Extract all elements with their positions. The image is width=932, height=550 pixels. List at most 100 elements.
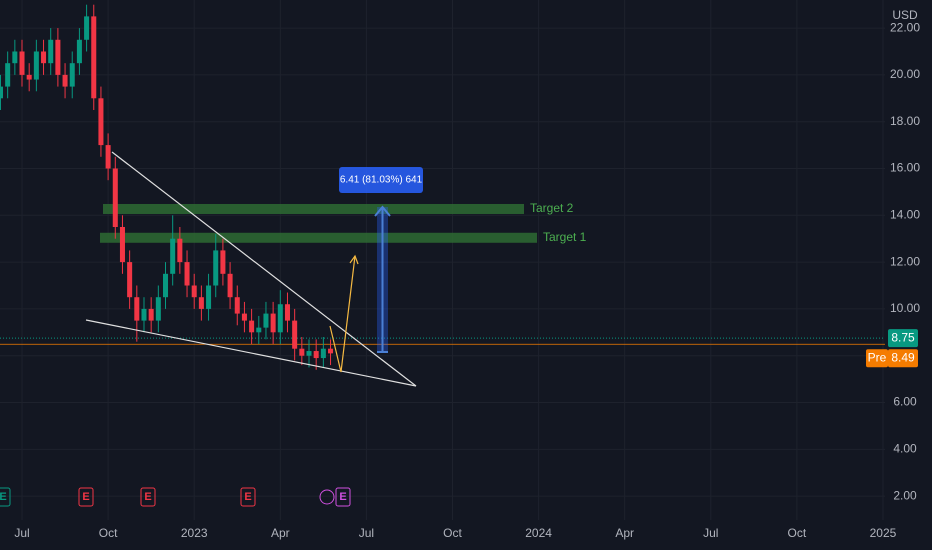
candle-body bbox=[170, 238, 176, 274]
x-tick-label: 2024 bbox=[525, 526, 552, 540]
event-icon bbox=[240, 487, 256, 507]
candle-body bbox=[141, 308, 147, 321]
x-tick-label: Apr bbox=[271, 526, 290, 540]
x-tick-label: Oct bbox=[99, 526, 118, 540]
candle-body bbox=[263, 313, 269, 328]
candle-body bbox=[148, 308, 154, 321]
last-price-tag bbox=[888, 329, 918, 348]
candle-body bbox=[98, 98, 104, 146]
candle-body bbox=[91, 16, 97, 99]
candle-body bbox=[234, 297, 240, 314]
candle-body bbox=[241, 313, 247, 321]
candle-body bbox=[320, 348, 326, 359]
target-zone bbox=[103, 203, 524, 214]
candle-body bbox=[184, 262, 190, 286]
candle-body bbox=[306, 351, 312, 356]
axis-bg bbox=[885, 0, 932, 550]
candle-body bbox=[76, 39, 82, 64]
candle-body bbox=[105, 145, 111, 169]
pre-tag bbox=[866, 349, 888, 368]
target-label: Target 2 bbox=[530, 201, 574, 215]
event: E bbox=[144, 491, 151, 503]
y-tick-label: 10.00 bbox=[890, 301, 920, 315]
pre-price: 8.49 bbox=[891, 350, 915, 364]
candle-body bbox=[19, 51, 25, 75]
event: E bbox=[244, 491, 251, 503]
candle-body bbox=[12, 51, 18, 64]
target-label: Target 1 bbox=[543, 230, 587, 244]
projection-head bbox=[349, 254, 359, 265]
measure-head bbox=[374, 205, 391, 217]
x-tick-label: Apr bbox=[615, 526, 634, 540]
candle-body bbox=[177, 238, 183, 263]
measure-label: 6.41 (81.03%) 641 bbox=[340, 175, 423, 186]
x-tick-label: Oct bbox=[443, 526, 462, 540]
x-tick-label: Jul bbox=[359, 526, 374, 540]
event: E bbox=[82, 491, 89, 503]
zones: Target 2 Target 1 bbox=[0, 201, 885, 345]
pre-label: Pre bbox=[868, 350, 887, 364]
currency: USD bbox=[892, 8, 918, 22]
x-tick-label: 2025 bbox=[870, 526, 897, 540]
target-zone bbox=[100, 232, 537, 243]
candle-body bbox=[313, 351, 319, 359]
candle-body bbox=[41, 51, 47, 64]
candle-body bbox=[249, 320, 255, 333]
candle-body bbox=[206, 285, 212, 309]
event-icon bbox=[0, 487, 11, 507]
event: E bbox=[0, 491, 7, 503]
measure-label-box bbox=[339, 167, 423, 193]
y-axis: 2.004.006.008.0010.0012.0014.0016.0018.0… bbox=[14, 20, 920, 540]
y-tick-label: 16.00 bbox=[890, 161, 920, 175]
candle-body bbox=[84, 16, 90, 40]
x-tick-label: Jul bbox=[14, 526, 29, 540]
candle-body bbox=[134, 297, 140, 321]
event: E bbox=[339, 491, 346, 503]
y-tick-label: 12.00 bbox=[890, 254, 920, 268]
y-tick-label: 6.00 bbox=[893, 395, 917, 409]
candle-body bbox=[191, 285, 197, 298]
candle-body bbox=[220, 250, 226, 274]
pre-price-tag bbox=[888, 349, 918, 368]
candle-body bbox=[55, 39, 61, 75]
candle-body bbox=[155, 297, 161, 321]
event-icon bbox=[78, 487, 94, 507]
y-tick-label: 14.00 bbox=[890, 207, 920, 221]
trend-line bbox=[111, 151, 417, 387]
x-tick-label: Jul bbox=[703, 526, 718, 540]
candle-body bbox=[26, 74, 32, 80]
trend-line bbox=[85, 319, 417, 387]
event-icon bbox=[335, 487, 351, 507]
candle-body bbox=[284, 304, 290, 321]
candles bbox=[0, 4, 334, 370]
projection bbox=[329, 255, 356, 373]
candle-body bbox=[5, 63, 11, 87]
candle-body bbox=[162, 273, 169, 298]
x-tick-label: Oct bbox=[788, 526, 807, 540]
candle-body bbox=[69, 63, 75, 87]
y-tick-label: 4.00 bbox=[893, 441, 917, 455]
candle-body bbox=[127, 262, 133, 298]
candle-body bbox=[256, 327, 262, 333]
candle-body bbox=[62, 74, 68, 87]
candle-body bbox=[227, 273, 233, 298]
candle-body bbox=[299, 348, 305, 356]
candle-body bbox=[270, 313, 276, 333]
candle-body bbox=[119, 227, 125, 263]
event-icon bbox=[140, 487, 156, 507]
candle-body bbox=[292, 320, 298, 349]
y-tick-label: 18.00 bbox=[890, 114, 920, 128]
x-tick-label: 2023 bbox=[181, 526, 208, 540]
candle-body bbox=[277, 304, 283, 333]
candle-body bbox=[0, 86, 3, 99]
candle-body bbox=[112, 168, 118, 228]
candle-body bbox=[48, 39, 54, 64]
y-tick-label: 22.00 bbox=[890, 20, 920, 34]
candle-body bbox=[213, 250, 219, 286]
candle-body bbox=[328, 348, 334, 354]
y-tick-label: 20.00 bbox=[890, 67, 920, 81]
candle-body bbox=[33, 51, 39, 80]
last-price: 8.75 bbox=[891, 330, 915, 344]
